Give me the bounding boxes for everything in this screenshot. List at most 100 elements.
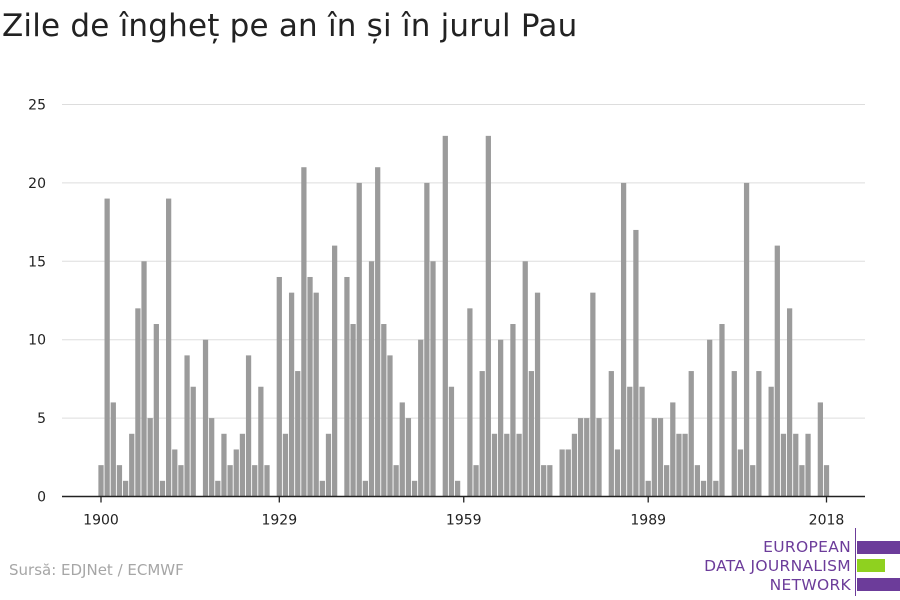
bar-1965	[498, 339, 504, 497]
bar-2012	[786, 308, 793, 497]
bar-1913	[178, 465, 184, 497]
bar-1904	[122, 480, 129, 497]
logo-line-3: NETWORK	[769, 576, 851, 594]
bar-2003	[731, 371, 737, 497]
edjnet-logo[interactable]: EUROPEAN DATA JOURNALISM NETWORK	[700, 528, 900, 596]
bar-1983	[608, 371, 614, 497]
bar-1945	[375, 167, 381, 497]
x-tick-label-2018: 2018	[809, 513, 845, 529]
bar-1910	[159, 480, 166, 497]
logo-bar-purple-bottom	[857, 578, 900, 591]
bar-1906	[135, 308, 141, 497]
y-tick-label-0: 0	[37, 490, 46, 506]
bar-1979	[584, 418, 590, 497]
bar-1942	[356, 182, 362, 497]
bar-1973	[547, 465, 553, 497]
bar-1969	[522, 261, 528, 497]
bar-1951	[411, 480, 418, 497]
bar-1963	[485, 135, 491, 497]
bar-1923	[239, 433, 246, 497]
bar-1937	[325, 433, 332, 497]
bar-2010	[774, 245, 780, 497]
bar-1985	[620, 182, 627, 497]
logo-divider	[855, 528, 856, 596]
bar-1932	[295, 371, 301, 497]
bar-1918	[209, 418, 215, 497]
bar-1964	[491, 433, 498, 497]
bar-1972	[541, 465, 547, 497]
bar-1908	[147, 418, 153, 497]
bar-1996	[688, 371, 694, 497]
bar-1931	[288, 292, 295, 497]
logo-line-1: EUROPEAN	[763, 538, 851, 556]
bar-1935	[313, 292, 319, 497]
bar-1999	[707, 339, 713, 497]
bar-1961	[473, 465, 479, 497]
bar-1934	[307, 276, 313, 497]
bar-1902	[110, 402, 116, 497]
bar-1989	[645, 480, 651, 497]
bar-1948	[393, 465, 399, 497]
y-tick-label-20: 20	[28, 176, 46, 192]
bar-1968	[516, 433, 522, 497]
bar-1997	[694, 465, 701, 497]
bar-1981	[596, 418, 602, 497]
bar-1986	[627, 386, 633, 497]
y-tick-label-25: 25	[28, 98, 46, 114]
bar-1950	[405, 418, 412, 497]
bar-1962	[479, 371, 485, 497]
source-note: Sursă: EDJNet / ECMWF	[9, 561, 184, 579]
bar-1970	[528, 371, 535, 497]
bar-1924	[245, 355, 252, 497]
bar-1990	[651, 418, 657, 497]
bar-1905	[129, 433, 135, 497]
bar-2007	[756, 371, 762, 497]
bar-1940	[344, 276, 350, 497]
bar-1911	[166, 198, 172, 497]
bar-2004	[737, 449, 744, 497]
bar-2005	[743, 182, 750, 497]
bar-1993	[670, 402, 676, 497]
bar-1976	[565, 449, 571, 497]
bar-1960	[467, 308, 473, 497]
bar-1952	[418, 339, 424, 497]
bar-1987	[633, 229, 639, 497]
bar-1967	[510, 324, 516, 497]
bar-2000	[713, 480, 719, 497]
x-tick-label-1989: 1989	[630, 513, 666, 529]
bar-1909	[153, 324, 159, 497]
bar-1920	[221, 433, 227, 497]
bar-1975	[559, 449, 565, 497]
bar-1912	[172, 449, 178, 497]
bar-1995	[682, 433, 688, 497]
bar-1941	[350, 324, 356, 497]
chart-title: Zile de îngheț pe an în și în jurul Pau	[2, 8, 578, 44]
bar-1900	[98, 465, 104, 497]
bar-1966	[504, 433, 510, 497]
bar-2018	[823, 465, 830, 497]
bar-1922	[233, 449, 239, 497]
bar-1971	[534, 292, 541, 497]
bar-1992	[664, 465, 670, 497]
bar-chart: 0 5 10 15 20 25 1900 1929 1959 1989 2018	[28, 98, 865, 529]
x-tick-label-1900: 1900	[83, 513, 119, 529]
bar-1958	[454, 480, 461, 497]
bar-1957	[448, 386, 455, 497]
bar-1938	[332, 245, 338, 497]
bar-1929	[276, 276, 282, 497]
x-tick-label-1929: 1929	[261, 513, 297, 529]
bar-2011	[780, 433, 787, 497]
bar-2013	[793, 433, 799, 497]
bar-1980	[590, 292, 596, 497]
bar-1901	[104, 198, 110, 497]
bar-1936	[319, 480, 325, 497]
bar-1944	[368, 261, 375, 497]
logo-bar-green	[857, 559, 885, 572]
bar-1927	[264, 465, 270, 497]
x-axis: 1900 1929 1959 1989 2018	[62, 495, 865, 529]
bar-2015	[805, 433, 811, 497]
bar-1943	[362, 480, 368, 497]
logo-line-2: DATA JOURNALISM	[704, 557, 851, 575]
bar-1915	[190, 386, 196, 497]
bar-1919	[215, 480, 221, 497]
